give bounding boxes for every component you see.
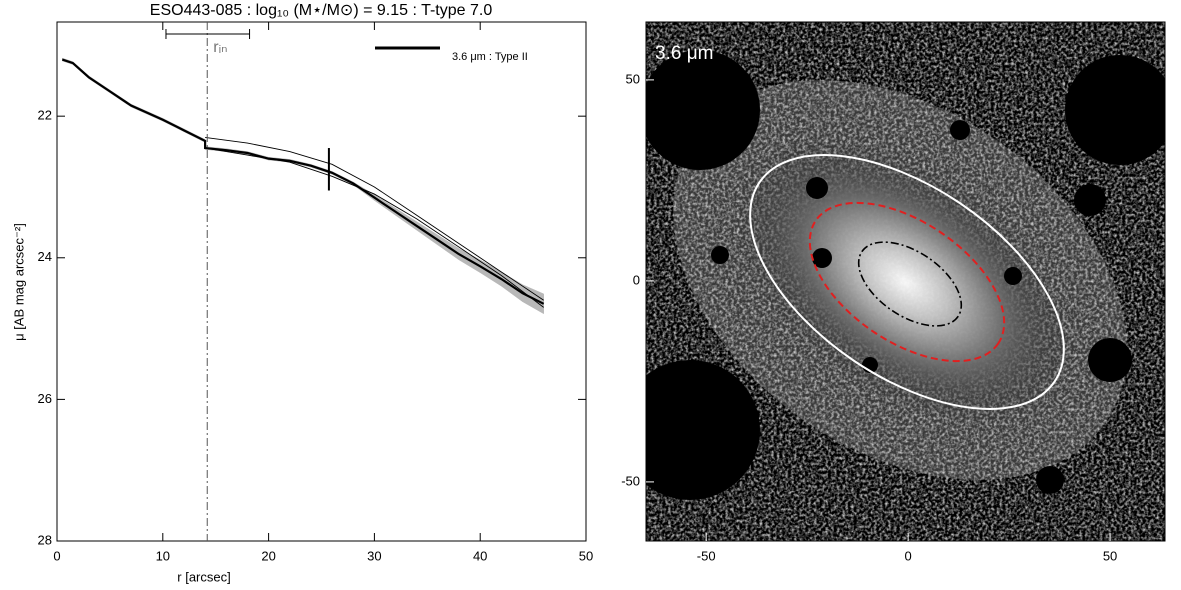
middle-ellipse xyxy=(808,201,1006,363)
y-axis-label: μ [AB mag arcsec⁻²] xyxy=(11,223,26,341)
x-tick-label: 0 xyxy=(53,548,60,563)
galaxy-image xyxy=(646,22,1165,541)
y-tick-label: 22 xyxy=(38,108,52,123)
fit-line xyxy=(205,147,544,308)
x-tick-label: 50 xyxy=(1103,548,1117,563)
image-label: 3.6 μm xyxy=(655,43,713,64)
profile-line xyxy=(61,58,545,305)
y-tick-label: 28 xyxy=(38,532,52,547)
r-in-label: rᵢₙ xyxy=(213,39,227,56)
x-tick-label: 20 xyxy=(261,548,275,563)
x-tick-label: -50 xyxy=(697,548,716,563)
image-frame xyxy=(645,21,1166,542)
legend-label: 3.6 μm : Type II xyxy=(452,51,528,63)
y-tick-label: -50 xyxy=(621,473,640,488)
y-tick-label: 0 xyxy=(633,272,640,287)
masked-stars xyxy=(646,50,1165,500)
inner-ellipse xyxy=(857,241,963,327)
x-tick-label: 50 xyxy=(579,548,593,563)
y-tick-label: 26 xyxy=(38,391,52,406)
fit-line xyxy=(205,136,544,301)
y-tick-label: 24 xyxy=(38,249,52,264)
plot-frame xyxy=(56,21,587,542)
outer-ellipse xyxy=(749,154,1065,410)
x-tick-label: 10 xyxy=(156,548,170,563)
x-tick-label: 30 xyxy=(367,548,381,563)
x-axis-label: r [arcsec] xyxy=(177,569,230,584)
chart-title: ESO443-085 : log₁₀ (M⋆/M⊙) = 9.15 : T-ty… xyxy=(150,2,493,19)
y-tick-label: 50 xyxy=(626,71,640,86)
x-tick-label: 40 xyxy=(473,548,487,563)
x-tick-label: 0 xyxy=(905,548,912,563)
